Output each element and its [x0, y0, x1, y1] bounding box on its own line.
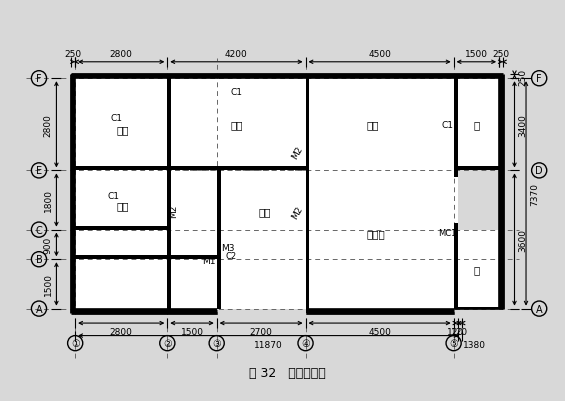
Text: 厕所: 厕所	[258, 207, 271, 217]
Text: 1500: 1500	[180, 327, 203, 336]
Bar	[167, 173, 171, 228]
Bar	[454, 167, 458, 178]
Text: MC1: MC1	[438, 229, 457, 238]
Text: A: A	[536, 304, 542, 314]
Bar	[306, 171, 454, 309]
Bar	[217, 171, 220, 309]
Text: M2: M2	[169, 204, 178, 217]
Text: C: C	[36, 225, 42, 235]
Text: 大卧室: 大卧室	[367, 228, 386, 238]
Bar	[454, 230, 458, 309]
Text: C1: C1	[111, 114, 123, 123]
Text: M1: M1	[202, 257, 215, 266]
Bar	[217, 230, 220, 309]
Bar	[71, 167, 306, 171]
Bar	[71, 309, 217, 313]
Bar	[217, 256, 220, 261]
Text: 4500: 4500	[368, 327, 391, 336]
Text: 2800: 2800	[110, 327, 133, 336]
Bar	[306, 309, 454, 313]
Bar	[454, 79, 499, 171]
Text: 7370: 7370	[530, 182, 539, 205]
Text: 250: 250	[493, 50, 510, 59]
Bar	[71, 79, 75, 313]
Text: M2: M2	[290, 204, 305, 220]
Text: 250: 250	[64, 50, 82, 59]
Bar	[75, 79, 167, 309]
Text: E: E	[36, 166, 42, 176]
Text: 卧室: 卧室	[367, 120, 379, 130]
Bar	[71, 226, 167, 230]
Text: 1800: 1800	[44, 189, 53, 212]
Bar	[454, 79, 458, 171]
Text: 4500: 4500	[368, 50, 391, 59]
Text: ②: ②	[163, 338, 172, 348]
Text: F: F	[36, 74, 42, 84]
Text: 250: 250	[519, 69, 528, 85]
Text: C1: C1	[442, 121, 454, 130]
Bar	[306, 79, 310, 309]
Bar	[454, 307, 503, 309]
Bar	[306, 138, 310, 168]
Text: ①: ①	[71, 338, 80, 348]
Text: 餐厅: 餐厅	[117, 200, 129, 211]
Text: F: F	[536, 74, 542, 84]
Bar	[167, 167, 180, 171]
Text: 厨房: 厨房	[117, 125, 129, 135]
Bar	[306, 197, 310, 227]
Text: B: B	[36, 255, 42, 265]
Bar	[71, 256, 217, 259]
Bar	[167, 79, 171, 309]
Bar	[454, 230, 499, 309]
Text: C2: C2	[226, 252, 237, 261]
Text: 图 32   一层平面图: 图 32 一层平面图	[249, 366, 325, 379]
Bar	[180, 256, 207, 259]
Text: 阳: 阳	[473, 120, 480, 130]
Bar	[167, 194, 171, 223]
Text: 120: 120	[451, 327, 468, 336]
Text: 900: 900	[44, 236, 53, 253]
Text: 1500: 1500	[44, 273, 53, 296]
Text: 1500: 1500	[465, 50, 488, 59]
Text: M3: M3	[221, 244, 235, 253]
Bar	[167, 171, 306, 309]
Text: 3600: 3600	[519, 229, 528, 251]
Bar	[454, 223, 458, 230]
Text: ③: ③	[212, 338, 221, 348]
Text: C1: C1	[108, 191, 120, 200]
Bar	[454, 167, 503, 171]
Bar	[306, 79, 454, 171]
Text: 11870: 11870	[254, 340, 282, 348]
Text: 4200: 4200	[225, 50, 248, 59]
Text: C1: C1	[231, 88, 242, 97]
Text: ④: ④	[301, 338, 310, 348]
Text: M2: M2	[290, 145, 305, 161]
Text: 120: 120	[447, 327, 464, 336]
Text: 2800: 2800	[110, 50, 133, 59]
Bar	[454, 171, 458, 230]
Text: D: D	[536, 166, 543, 176]
Bar	[499, 75, 503, 309]
Bar	[71, 75, 503, 79]
Text: 1380: 1380	[463, 340, 485, 348]
Bar	[167, 79, 171, 171]
Text: ⑤: ⑤	[449, 338, 458, 348]
Text: 2800: 2800	[44, 113, 53, 136]
Text: 门厅: 门厅	[230, 120, 243, 130]
Bar	[167, 228, 171, 309]
Text: A: A	[36, 304, 42, 314]
Bar	[167, 79, 306, 171]
Text: 3400: 3400	[519, 113, 528, 136]
Text: 台: 台	[473, 264, 480, 274]
Text: 2700: 2700	[250, 327, 272, 336]
